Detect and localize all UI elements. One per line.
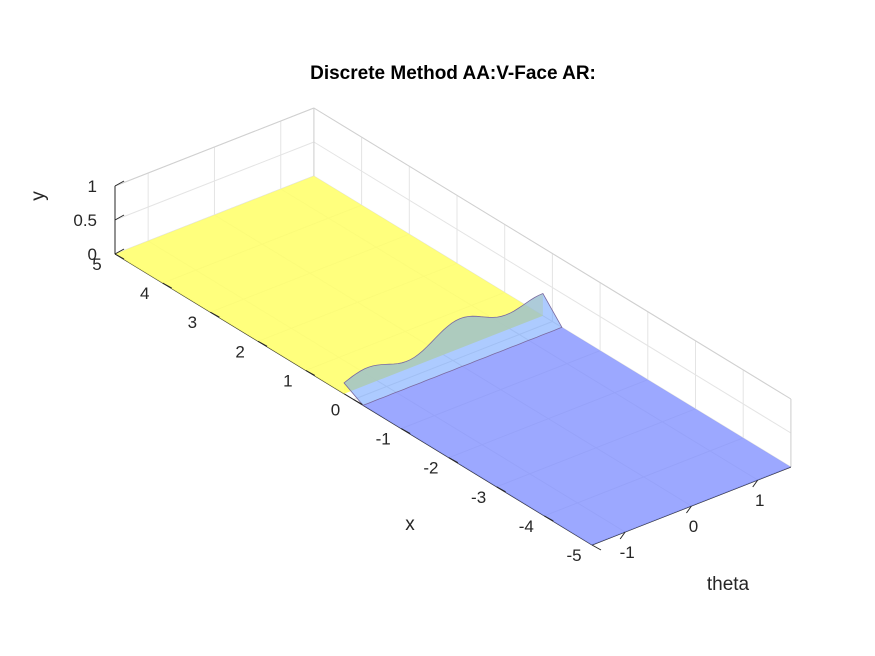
box-edge <box>114 107 315 187</box>
z-tick-label: 0 <box>88 245 97 264</box>
grid-line <box>313 141 792 434</box>
x-axis-label: x <box>405 514 415 535</box>
x-tick-label: 1 <box>283 371 292 390</box>
x-tick-label: 4 <box>140 284 149 303</box>
x-tick-label: 2 <box>235 342 244 361</box>
z-tick-label: 1 <box>88 177 97 196</box>
surface-patch-transition-blue <box>343 292 563 406</box>
x-tick-label: -2 <box>423 459 438 478</box>
theta-tick-label: 0 <box>689 517 698 536</box>
grid-line <box>114 141 315 221</box>
x-tick-label: 5 <box>92 255 101 274</box>
x-tick-mark <box>544 515 554 522</box>
x-tick-label: 0 <box>331 401 340 420</box>
x-tick-mark <box>353 399 363 405</box>
x-tick-label: -3 <box>471 488 486 507</box>
x-tick-label: -4 <box>519 517 534 536</box>
x-tick-mark <box>496 486 506 493</box>
y-axis-label: theta <box>707 574 750 595</box>
surface-patch-blue <box>363 327 791 545</box>
theta-tick-mark <box>752 479 759 488</box>
axis-ticks: -5 -4 -3 -2 -1 0 1 2 3 4 5 -1 0 1 0 0.5 1 <box>73 177 764 565</box>
x-tick-mark <box>591 544 602 551</box>
box-edge <box>313 107 792 400</box>
theta-tick-mark <box>686 505 692 514</box>
z-tick-mark <box>114 180 125 187</box>
x-tick-label: -5 <box>566 546 581 565</box>
theta-tick-mark <box>619 531 626 540</box>
z-tick-label: 0.5 <box>73 211 97 230</box>
axis-labels: Discrete Method AA:V-Face AR: x theta y <box>28 63 750 595</box>
x-tick-mark <box>305 369 316 376</box>
x-tick-mark <box>114 253 125 260</box>
x-tick-mark <box>257 340 268 347</box>
x-tick-label: 3 <box>188 313 197 332</box>
x-tick-label: -1 <box>376 430 391 449</box>
z-tick-mark <box>114 214 125 221</box>
z-axis-label: y <box>28 191 49 201</box>
x-tick-mark <box>400 428 411 435</box>
x-tick-mark <box>210 311 220 318</box>
surface <box>115 176 791 545</box>
chart-title: Discrete Method AA:V-Face AR: <box>310 63 596 84</box>
x-tick-mark <box>448 457 459 464</box>
theta-tick-label: 1 <box>755 491 764 510</box>
x-tick-mark <box>162 282 172 289</box>
theta-tick-label: -1 <box>620 543 635 562</box>
z-tick-mark <box>114 248 125 255</box>
